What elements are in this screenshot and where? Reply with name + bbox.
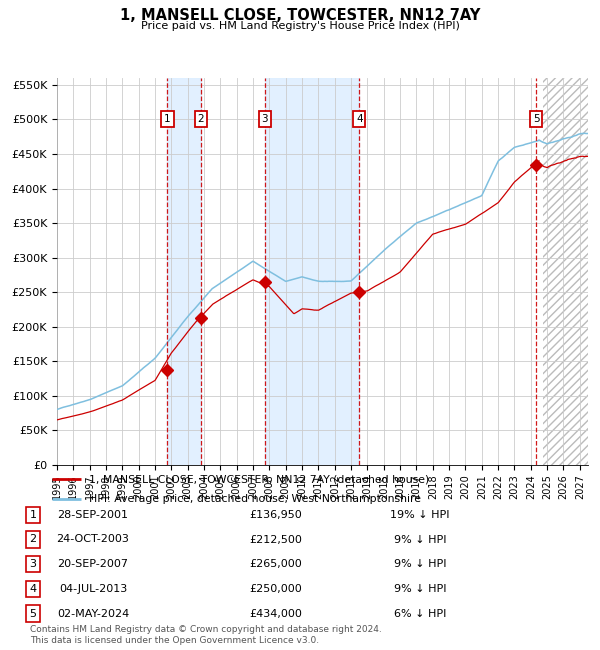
Text: 1, MANSELL CLOSE, TOWCESTER, NN12 7AY: 1, MANSELL CLOSE, TOWCESTER, NN12 7AY (120, 8, 480, 23)
Text: 1: 1 (29, 510, 37, 520)
Text: 1, MANSELL CLOSE, TOWCESTER, NN12 7AY (detached house): 1, MANSELL CLOSE, TOWCESTER, NN12 7AY (d… (89, 474, 429, 484)
Bar (265, 78, 359, 465)
Text: 4: 4 (356, 114, 362, 124)
Text: £212,500: £212,500 (250, 534, 302, 545)
Text: 5: 5 (29, 608, 37, 619)
Text: Price paid vs. HM Land Registry's House Price Index (HPI): Price paid vs. HM Land Registry's House … (140, 21, 460, 31)
Text: 9% ↓ HPI: 9% ↓ HPI (394, 559, 446, 569)
Text: Contains HM Land Registry data © Crown copyright and database right 2024.
This d: Contains HM Land Registry data © Crown c… (30, 625, 382, 645)
Text: 3: 3 (262, 114, 268, 124)
Text: 20-SEP-2007: 20-SEP-2007 (58, 559, 128, 569)
Text: £136,950: £136,950 (250, 510, 302, 520)
Text: HPI: Average price, detached house, West Northamptonshire: HPI: Average price, detached house, West… (89, 494, 421, 504)
Text: 28-SEP-2001: 28-SEP-2001 (58, 510, 128, 520)
Text: 4: 4 (29, 584, 37, 594)
Text: 19% ↓ HPI: 19% ↓ HPI (390, 510, 450, 520)
Text: 6% ↓ HPI: 6% ↓ HPI (394, 608, 446, 619)
Text: 02-MAY-2024: 02-MAY-2024 (57, 608, 129, 619)
Text: 24-OCT-2003: 24-OCT-2003 (56, 534, 130, 545)
Bar (167, 78, 201, 465)
Text: 9% ↓ HPI: 9% ↓ HPI (394, 534, 446, 545)
Text: 9% ↓ HPI: 9% ↓ HPI (394, 584, 446, 594)
Text: 5: 5 (533, 114, 539, 124)
Text: 3: 3 (29, 559, 37, 569)
Bar (543, 78, 588, 465)
Bar (543, 78, 588, 465)
Text: £434,000: £434,000 (250, 608, 302, 619)
Text: 04-JUL-2013: 04-JUL-2013 (59, 584, 127, 594)
Text: 2: 2 (197, 114, 204, 124)
Text: £250,000: £250,000 (250, 584, 302, 594)
Text: 1: 1 (164, 114, 170, 124)
Text: £265,000: £265,000 (250, 559, 302, 569)
Text: 2: 2 (29, 534, 37, 545)
